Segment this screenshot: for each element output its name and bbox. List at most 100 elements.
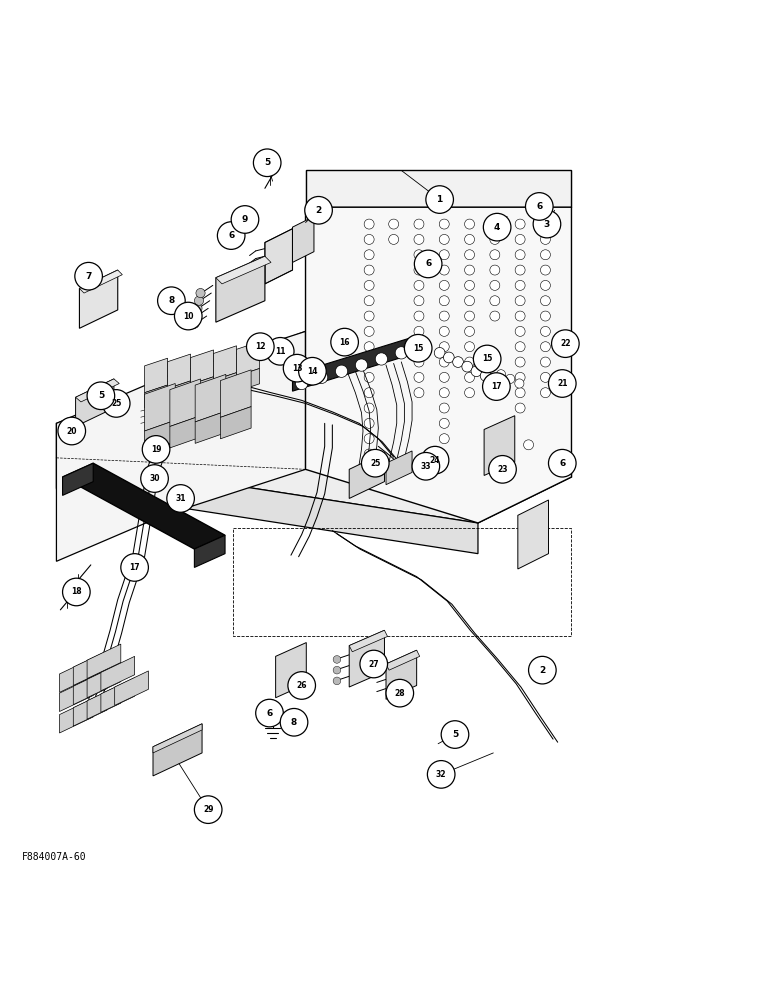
Polygon shape <box>73 651 107 685</box>
Polygon shape <box>349 452 384 498</box>
Polygon shape <box>191 350 214 384</box>
Circle shape <box>414 357 424 367</box>
Text: 2: 2 <box>539 666 546 675</box>
Circle shape <box>515 280 525 290</box>
Text: 6: 6 <box>559 459 565 468</box>
Circle shape <box>526 193 553 220</box>
Circle shape <box>196 288 205 298</box>
Polygon shape <box>168 354 191 389</box>
Circle shape <box>465 234 475 244</box>
Polygon shape <box>63 463 93 495</box>
Circle shape <box>364 372 374 382</box>
Circle shape <box>439 418 449 428</box>
Circle shape <box>231 206 259 233</box>
Text: 18: 18 <box>71 587 82 596</box>
Circle shape <box>375 353 388 365</box>
Polygon shape <box>195 411 226 443</box>
Polygon shape <box>76 379 114 426</box>
Text: 16: 16 <box>340 338 350 347</box>
Circle shape <box>414 342 424 352</box>
Circle shape <box>388 234 398 244</box>
Circle shape <box>395 347 408 359</box>
Circle shape <box>266 338 294 365</box>
Polygon shape <box>306 170 571 207</box>
Circle shape <box>490 219 499 229</box>
Polygon shape <box>153 724 202 776</box>
Circle shape <box>364 434 374 444</box>
Circle shape <box>333 666 340 674</box>
Polygon shape <box>59 677 93 712</box>
Circle shape <box>439 296 449 306</box>
Text: 7: 7 <box>86 272 92 281</box>
Circle shape <box>414 311 424 321</box>
Circle shape <box>465 388 475 398</box>
Polygon shape <box>191 377 214 400</box>
Circle shape <box>515 372 525 382</box>
Circle shape <box>465 296 475 306</box>
Text: 30: 30 <box>149 474 160 483</box>
Circle shape <box>439 326 449 336</box>
Circle shape <box>523 440 533 450</box>
Circle shape <box>465 219 475 229</box>
Circle shape <box>540 388 550 398</box>
Circle shape <box>364 357 374 367</box>
Circle shape <box>439 250 449 260</box>
Circle shape <box>515 388 525 398</box>
Circle shape <box>452 357 463 367</box>
Circle shape <box>515 265 525 275</box>
Circle shape <box>439 434 449 444</box>
Polygon shape <box>80 270 118 328</box>
Polygon shape <box>170 416 201 448</box>
Text: 29: 29 <box>203 805 213 814</box>
Polygon shape <box>221 407 251 439</box>
Polygon shape <box>170 379 201 426</box>
Circle shape <box>386 679 414 707</box>
Polygon shape <box>276 643 306 698</box>
Text: 6: 6 <box>228 231 235 240</box>
Text: 25: 25 <box>111 399 121 408</box>
Text: 12: 12 <box>255 342 266 351</box>
Circle shape <box>540 250 550 260</box>
Circle shape <box>465 326 475 336</box>
Circle shape <box>288 672 316 699</box>
Circle shape <box>364 311 374 321</box>
Circle shape <box>439 311 449 321</box>
Circle shape <box>364 234 374 244</box>
Circle shape <box>414 265 424 275</box>
Text: 5: 5 <box>98 391 104 400</box>
Polygon shape <box>63 463 225 549</box>
Circle shape <box>483 213 511 241</box>
Polygon shape <box>115 671 148 705</box>
Circle shape <box>426 186 453 213</box>
Circle shape <box>490 296 499 306</box>
Circle shape <box>439 280 449 290</box>
Circle shape <box>490 265 499 275</box>
Circle shape <box>120 554 148 581</box>
Circle shape <box>439 403 449 413</box>
Circle shape <box>246 333 274 361</box>
Circle shape <box>335 365 347 377</box>
Circle shape <box>296 377 308 390</box>
Text: 14: 14 <box>307 367 317 376</box>
Circle shape <box>364 418 374 428</box>
Polygon shape <box>59 658 93 692</box>
Text: 25: 25 <box>370 459 381 468</box>
Polygon shape <box>153 724 202 753</box>
Text: 26: 26 <box>296 681 307 690</box>
Circle shape <box>364 342 374 352</box>
Circle shape <box>465 311 475 321</box>
Text: 33: 33 <box>421 462 431 471</box>
Circle shape <box>465 280 475 290</box>
Circle shape <box>490 250 499 260</box>
Circle shape <box>75 262 103 290</box>
Circle shape <box>465 372 475 382</box>
Text: 1: 1 <box>436 195 443 204</box>
Polygon shape <box>87 685 120 719</box>
Circle shape <box>506 374 515 384</box>
Circle shape <box>540 234 550 244</box>
Circle shape <box>439 265 449 275</box>
Polygon shape <box>56 331 306 561</box>
Circle shape <box>218 222 245 249</box>
Circle shape <box>174 302 202 330</box>
Text: 15: 15 <box>482 354 493 363</box>
